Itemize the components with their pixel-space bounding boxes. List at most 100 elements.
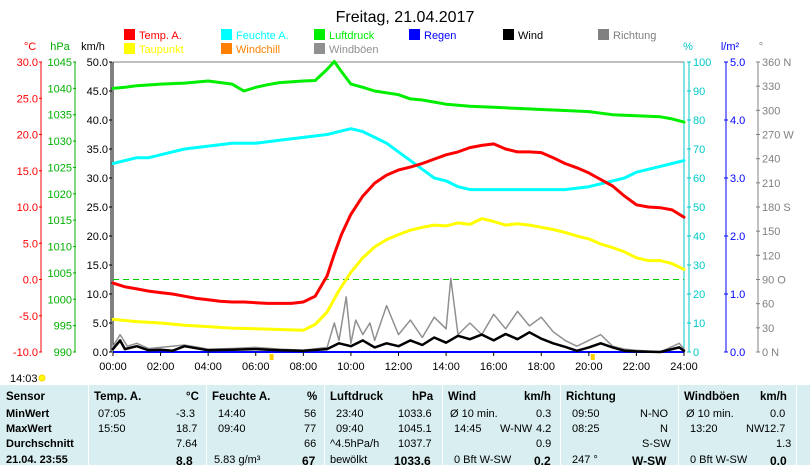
rain-axis-tick-label: 2.0 (730, 231, 745, 243)
weather-condition: bewölkt (330, 454, 368, 466)
temp-axis-tick-label: 25.0 (17, 93, 38, 105)
wind-value: 0.3 (536, 408, 552, 420)
pressure-axis-tick-label: 1040 (48, 83, 72, 95)
wind-axis-tick-label: 15.0 (87, 260, 108, 272)
temp-axis-tick-label: 15.0 (17, 166, 38, 178)
row-label: MaxWert (6, 423, 52, 435)
header-gusts: Windböen (684, 391, 740, 403)
direction-axis-tick-label: 300 (762, 105, 780, 117)
pressure-value: 1037.7 (398, 438, 432, 450)
direction-axis-tick-label: 240 (762, 154, 780, 166)
temp-axis-tick-label: -10.0 (13, 347, 38, 359)
humidity-time: 09:40 (218, 423, 246, 435)
rain-axis-unit: l/m² (721, 41, 740, 53)
pressure-axis-tick-label: 1030 (48, 136, 72, 148)
temp-value: 7.64 (176, 438, 198, 450)
direction-value: N (660, 423, 668, 435)
direction-axis-tick-label: 360 N (762, 57, 791, 69)
wind-value: 0.9 (536, 438, 552, 450)
temp-time: 15:50 (98, 423, 126, 435)
direction-axis-tick-label: 270 W (762, 130, 794, 142)
wind-axis-tick-label: 20.0 (87, 231, 108, 243)
time-tick-label: 20:00 (575, 361, 603, 373)
temp-value: 18.7 (176, 423, 198, 435)
humidity-axis-unit: % (683, 41, 693, 53)
gusts-time: 13:20 (690, 423, 718, 435)
gusts-time: Ø 10 min. (686, 408, 734, 420)
series-line-luftdruck (111, 60, 686, 124)
header-wind: Wind (448, 391, 476, 403)
direction-axis-tick-label: 330 (762, 81, 780, 93)
row-label: MinWert (6, 408, 50, 420)
time-tick-label: 12:00 (385, 361, 413, 373)
wind-axis-tick-label: 45.0 (87, 86, 108, 98)
temp-time: 07:05 (98, 408, 126, 420)
time-tick-label: 24:00 (670, 361, 698, 373)
humidity-axis-tick-label: 80 (693, 115, 705, 127)
temp-axis-tick-label: 10.0 (17, 202, 38, 214)
weather-chart: Freitag, 21.04.2017 30.0 25.0 20.0 15.0 10.0 5… (10, 9, 794, 385)
temp-value: 8.8 (176, 454, 193, 468)
direction-axis-tick-label: 180 S (762, 202, 791, 214)
wind-value: 4.2 (536, 423, 552, 435)
time-tick-label: 08:00 (290, 361, 318, 373)
humidity-axis-tick-label: 20 (693, 289, 705, 301)
pressure-trend: ^4.5hPa/h (330, 438, 380, 450)
header-temp: Temp. A. (94, 391, 142, 403)
legend-label: Feuchte A. (236, 30, 289, 42)
pressure-time: 09:40 (336, 423, 364, 435)
gusts-value: 1.3 (776, 438, 792, 450)
pressure-value: 1033.6 (394, 454, 431, 468)
direction-value: S-SW (642, 438, 671, 450)
temp-axis-tick-label: -5.0 (19, 311, 38, 323)
humidity-value: 77 (304, 423, 317, 435)
wind-time: 14:45 (454, 423, 482, 435)
pressure-axis-tick-label: 990 (54, 347, 72, 359)
pressure-axis-tick-label: 1035 (48, 110, 72, 122)
direction-value: W-SW (632, 454, 667, 468)
rain-axis-tick-label: 4.0 (730, 115, 745, 127)
direction-axis-unit: ° (759, 41, 763, 53)
time-tick-label: 02:00 (147, 361, 175, 373)
temp-axis-unit: °C (24, 41, 36, 53)
legend-swatch (124, 29, 135, 40)
time-tick-label: 10:00 (337, 361, 365, 373)
pressure-axis-tick-label: 1015 (48, 215, 72, 227)
wind-time: Ø 10 min. (450, 408, 498, 420)
direction-degrees: 247 ° (572, 454, 598, 466)
legend-swatch (409, 29, 420, 40)
temp-axis-tick-label: 30.0 (17, 57, 38, 69)
current-time-label: 14:03 (10, 373, 38, 385)
wind-value: 0.2 (534, 454, 551, 468)
humidity-axis-tick-label: 40 (693, 231, 705, 243)
wind-axis-tick-label: 0.0 (93, 347, 108, 359)
direction-axis-tick-label: 30 (762, 323, 774, 335)
series-line-taupunkt (111, 217, 686, 332)
header-pressure-unit: hPa (412, 391, 434, 403)
time-marker (590, 354, 595, 360)
legend-label: Taupunkt (139, 44, 184, 56)
header-humidity: Feuchte A. (212, 391, 271, 403)
humidity-time: 14:40 (218, 408, 246, 420)
direction-axis-tick-label: 150 (762, 226, 780, 238)
temp-value: -3.3 (176, 408, 195, 420)
legend-label: Richtung (613, 30, 656, 42)
wind-axis-tick-label: 5.0 (93, 318, 108, 330)
humidity-value: 56 (304, 408, 317, 420)
humidity-axis-tick-label: 30 (693, 260, 705, 272)
statistics-table: Sensor Temp. A. °C Feuchte A. % Luftdruc… (0, 385, 810, 468)
pressure-axis-tick-label: 1010 (48, 242, 72, 254)
header-wind-unit: km/h (524, 391, 551, 403)
wind-axis-tick-label: 40.0 (87, 115, 108, 127)
direction-axis-tick-label: 90 O (762, 275, 786, 287)
row-label: Durchschnitt (6, 438, 74, 450)
legend-swatch (314, 29, 325, 40)
series-line-temp-a- (111, 142, 686, 305)
header-direction: Richtung (566, 391, 616, 403)
row-label: 21.04. 23:55 (6, 454, 68, 466)
gusts-beaufort: 0 Bft W-SW (690, 454, 748, 466)
legend-swatch (221, 43, 232, 54)
time-tick-label: 04:00 (194, 361, 222, 373)
humidity-axis-tick-label: 0 (693, 347, 699, 359)
series-line-wind (111, 331, 686, 354)
